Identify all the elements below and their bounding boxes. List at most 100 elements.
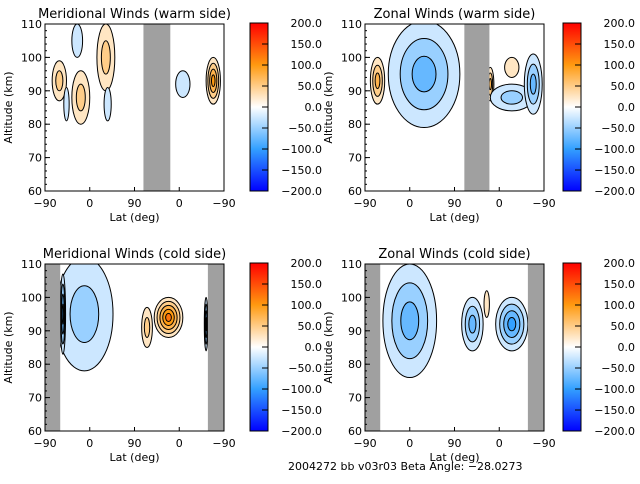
missing-data-band <box>45 264 61 431</box>
contour-level <box>504 56 520 78</box>
colorbar-tick-label: 0.0 <box>305 341 323 354</box>
chart-title: Meridional Winds (warm side) <box>38 7 231 22</box>
x-tick-label: 0 <box>496 437 503 450</box>
colorbar-tick-label: 50.0 <box>611 80 636 93</box>
y-tick-label: 80 <box>348 118 362 131</box>
y-tick-label: 70 <box>28 392 42 405</box>
contour-level <box>61 303 65 325</box>
x-tick-label: −90 <box>353 437 376 450</box>
contour-level <box>69 285 100 343</box>
x-tick-label: −90 <box>33 197 56 210</box>
x-tick-label: −90 <box>353 197 376 210</box>
y-axis-label: Altitude (km) <box>322 311 335 383</box>
contour-level <box>165 312 172 322</box>
colorbar-tick-label: −150.0 <box>594 164 635 177</box>
colorbar-tick-label: 150.0 <box>604 38 636 51</box>
y-tick-label: 70 <box>348 392 362 405</box>
contour-level <box>400 301 420 341</box>
x-tick-label: 0 <box>406 437 413 450</box>
x-axis-label: Lat (deg) <box>430 451 480 464</box>
y-tick-label: 110 <box>21 258 42 271</box>
x-tick-label: −90 <box>33 437 56 450</box>
colorbar-tick-label: 100.0 <box>604 59 636 72</box>
colorbar-tick-label: 150.0 <box>291 278 323 291</box>
y-tick-label: 60 <box>348 425 362 438</box>
contour-level <box>75 83 86 112</box>
x-tick-label: 90 <box>128 197 142 210</box>
x-axis-label: Lat (deg) <box>110 451 160 464</box>
chart-title: Meridional Winds (cold side) <box>43 247 226 262</box>
contour-level <box>205 316 208 332</box>
colorbar: 200.0 150.0 100.0 50.0 0.0 −50.0 −100.0 −150.0 −… <box>562 257 636 438</box>
contour-level <box>175 70 191 98</box>
x-tick-label: 90 <box>448 197 462 210</box>
colorbar-tick-label: −150.0 <box>281 404 322 417</box>
x-tick-label: 0 <box>86 437 93 450</box>
colorbar-tick-label: −200.0 <box>594 425 635 438</box>
contour-level <box>100 40 111 75</box>
y-tick-label: 110 <box>341 18 362 31</box>
colorbar-tick-label: 200.0 <box>291 257 323 270</box>
missing-data-band <box>527 264 544 431</box>
contour-level <box>374 72 381 90</box>
y-axis-label: Altitude (km) <box>2 71 15 143</box>
colorbar: 200.0 150.0 100.0 50.0 0.0 −50.0 −100.0 −150.0 −… <box>249 17 323 198</box>
y-tick-label: 80 <box>28 118 42 131</box>
colorbar-tick-label: 150.0 <box>604 278 636 291</box>
y-tick-label: 90 <box>348 85 362 98</box>
contour-level <box>55 70 64 92</box>
y-tick-label: 90 <box>28 325 42 338</box>
contour-level <box>210 74 216 88</box>
chart-title: Zonal Winds (cold side) <box>378 247 530 262</box>
colorbar-tick-label: 100.0 <box>291 299 323 312</box>
colorbar-tick-label: −150.0 <box>281 164 322 177</box>
x-tick-label: 0 <box>496 197 503 210</box>
y-tick-label: 100 <box>21 291 42 304</box>
y-tick-label: 110 <box>21 18 42 31</box>
y-tick-label: 70 <box>28 152 42 165</box>
colorbar-tick-label: 0.0 <box>305 101 323 114</box>
colorbar-tick-label: −50.0 <box>288 362 322 375</box>
contour-level <box>143 316 151 338</box>
colorbar-tick-label: 50.0 <box>298 80 323 93</box>
contour-level <box>507 316 517 332</box>
colorbar-tick-label: −200.0 <box>281 185 322 198</box>
missing-data-band <box>207 264 224 431</box>
colorbar-tick-label: 200.0 <box>291 17 323 30</box>
x-tick-label: 90 <box>448 437 462 450</box>
missing-data-band <box>464 24 490 191</box>
x-tick-label: 0 <box>176 437 183 450</box>
contour-level <box>411 55 437 93</box>
y-tick-label: 110 <box>341 258 362 271</box>
missing-data-band <box>143 24 171 191</box>
x-tick-label: 90 <box>128 437 142 450</box>
chart-title: Zonal Winds (warm side) <box>374 7 536 22</box>
colorbar-tick-label: 0.0 <box>618 101 636 114</box>
y-axis-label: Altitude (km) <box>322 71 335 143</box>
y-tick-label: 100 <box>341 291 362 304</box>
colorbar-tick-label: −200.0 <box>281 425 322 438</box>
x-axis-label: Lat (deg) <box>110 211 160 224</box>
panel-zon-cold: Zonal Winds (cold side) 60 70 80 90 100 110 −90… <box>322 247 635 464</box>
y-axis-label: Altitude (km) <box>2 311 15 383</box>
colorbar: 200.0 150.0 100.0 50.0 0.0 −50.0 −100.0 −150.0 −… <box>249 257 323 438</box>
colorbar-tick-label: −100.0 <box>281 143 322 156</box>
colorbar-tick-label: 100.0 <box>604 299 636 312</box>
colorbar-tick-label: 50.0 <box>611 320 636 333</box>
colorbar-tick-label: 200.0 <box>604 17 636 30</box>
colorbar-tick-label: −50.0 <box>288 122 322 135</box>
y-tick-label: 80 <box>348 358 362 371</box>
missing-data-band <box>365 264 381 431</box>
colorbar-tick-label: 200.0 <box>604 257 636 270</box>
colorbar-tick-label: −50.0 <box>601 362 635 375</box>
panel-zon-warm: Zonal Winds (warm side) 60 70 80 90 100 110 −90… <box>322 7 635 224</box>
colorbar-tick-label: −100.0 <box>281 383 322 396</box>
colorbar-tick-label: 150.0 <box>291 38 323 51</box>
panel-mer-cold: Meridional Winds (cold side) 60 70 80 90 100 1… <box>2 247 322 464</box>
y-tick-label: 70 <box>348 152 362 165</box>
y-tick-label: 60 <box>28 425 42 438</box>
x-tick-label: −90 <box>212 197 235 210</box>
x-axis-label: Lat (deg) <box>430 211 480 224</box>
colorbar: 200.0 150.0 100.0 50.0 0.0 −50.0 −100.0 −150.0 −… <box>562 17 636 198</box>
